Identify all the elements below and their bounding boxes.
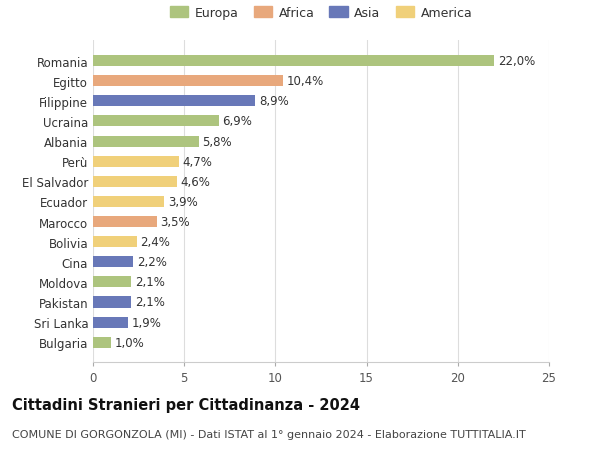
Text: Cittadini Stranieri per Cittadinanza - 2024: Cittadini Stranieri per Cittadinanza - 2… bbox=[12, 397, 360, 412]
Bar bbox=[93, 176, 177, 187]
Bar bbox=[93, 76, 283, 87]
Bar bbox=[93, 297, 131, 308]
Text: COMUNE DI GORGONZOLA (MI) - Dati ISTAT al 1° gennaio 2024 - Elaborazione TUTTITA: COMUNE DI GORGONZOLA (MI) - Dati ISTAT a… bbox=[12, 429, 526, 439]
Text: 5,8%: 5,8% bbox=[202, 135, 232, 148]
Text: 4,7%: 4,7% bbox=[182, 155, 212, 168]
Bar bbox=[93, 56, 494, 67]
Text: 2,1%: 2,1% bbox=[135, 296, 165, 309]
Text: 2,4%: 2,4% bbox=[140, 235, 170, 249]
Text: 1,0%: 1,0% bbox=[115, 336, 145, 349]
Text: 1,9%: 1,9% bbox=[131, 316, 161, 329]
Legend: Europa, Africa, Asia, America: Europa, Africa, Asia, America bbox=[167, 4, 475, 22]
Text: 8,9%: 8,9% bbox=[259, 95, 289, 108]
Bar bbox=[93, 136, 199, 147]
Text: 6,9%: 6,9% bbox=[223, 115, 253, 128]
Bar bbox=[93, 277, 131, 288]
Text: 2,2%: 2,2% bbox=[137, 256, 167, 269]
Text: 10,4%: 10,4% bbox=[286, 75, 323, 88]
Bar bbox=[93, 317, 128, 328]
Bar bbox=[93, 257, 133, 268]
Text: 2,1%: 2,1% bbox=[135, 276, 165, 289]
Bar bbox=[93, 156, 179, 168]
Bar bbox=[93, 196, 164, 207]
Bar bbox=[93, 116, 219, 127]
Bar bbox=[93, 96, 256, 107]
Bar bbox=[93, 217, 157, 228]
Text: 22,0%: 22,0% bbox=[498, 55, 535, 68]
Text: 3,9%: 3,9% bbox=[168, 196, 197, 208]
Text: 3,5%: 3,5% bbox=[160, 216, 190, 229]
Bar bbox=[93, 236, 137, 248]
Text: 4,6%: 4,6% bbox=[181, 175, 211, 188]
Bar bbox=[93, 337, 111, 348]
